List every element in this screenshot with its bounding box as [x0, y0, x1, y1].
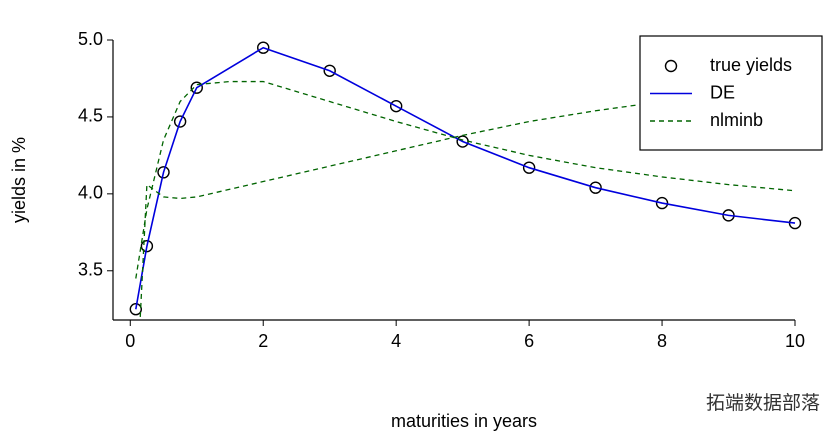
x-tick-label: 4 [391, 331, 401, 351]
legend-label: nlminb [710, 110, 763, 130]
legend-label: DE [710, 82, 735, 102]
point [655, 196, 669, 210]
point [190, 81, 203, 94]
point [389, 99, 403, 113]
legend: true yields DE nlminb [639, 35, 823, 151]
x-tick-label: 8 [657, 331, 667, 351]
point [522, 161, 536, 174]
x-tick-label: 0 [125, 331, 135, 351]
y-axis-label: yields in % [9, 137, 29, 223]
point [129, 303, 142, 316]
y-tick-label: 4.5 [78, 106, 103, 126]
series-line [135, 80, 796, 279]
x-tick-label: 10 [785, 331, 805, 351]
x-tick-label: 6 [524, 331, 534, 351]
x-axis-label: maturities in years [391, 411, 537, 431]
x-tick-label: 2 [258, 331, 268, 351]
point [157, 166, 170, 179]
point [173, 115, 187, 128]
series-line [135, 46, 796, 310]
legend-marker [664, 59, 678, 73]
y-tick-label: 4.0 [78, 183, 103, 203]
watermark: 拓端数据部落 [706, 392, 820, 414]
y-tick-label: 3.5 [78, 260, 103, 280]
point [589, 181, 602, 194]
point [323, 64, 336, 77]
point [140, 239, 154, 253]
point [257, 41, 270, 54]
legend-label: true yields [710, 55, 792, 75]
y-tick-label: 5.0 [78, 29, 103, 49]
